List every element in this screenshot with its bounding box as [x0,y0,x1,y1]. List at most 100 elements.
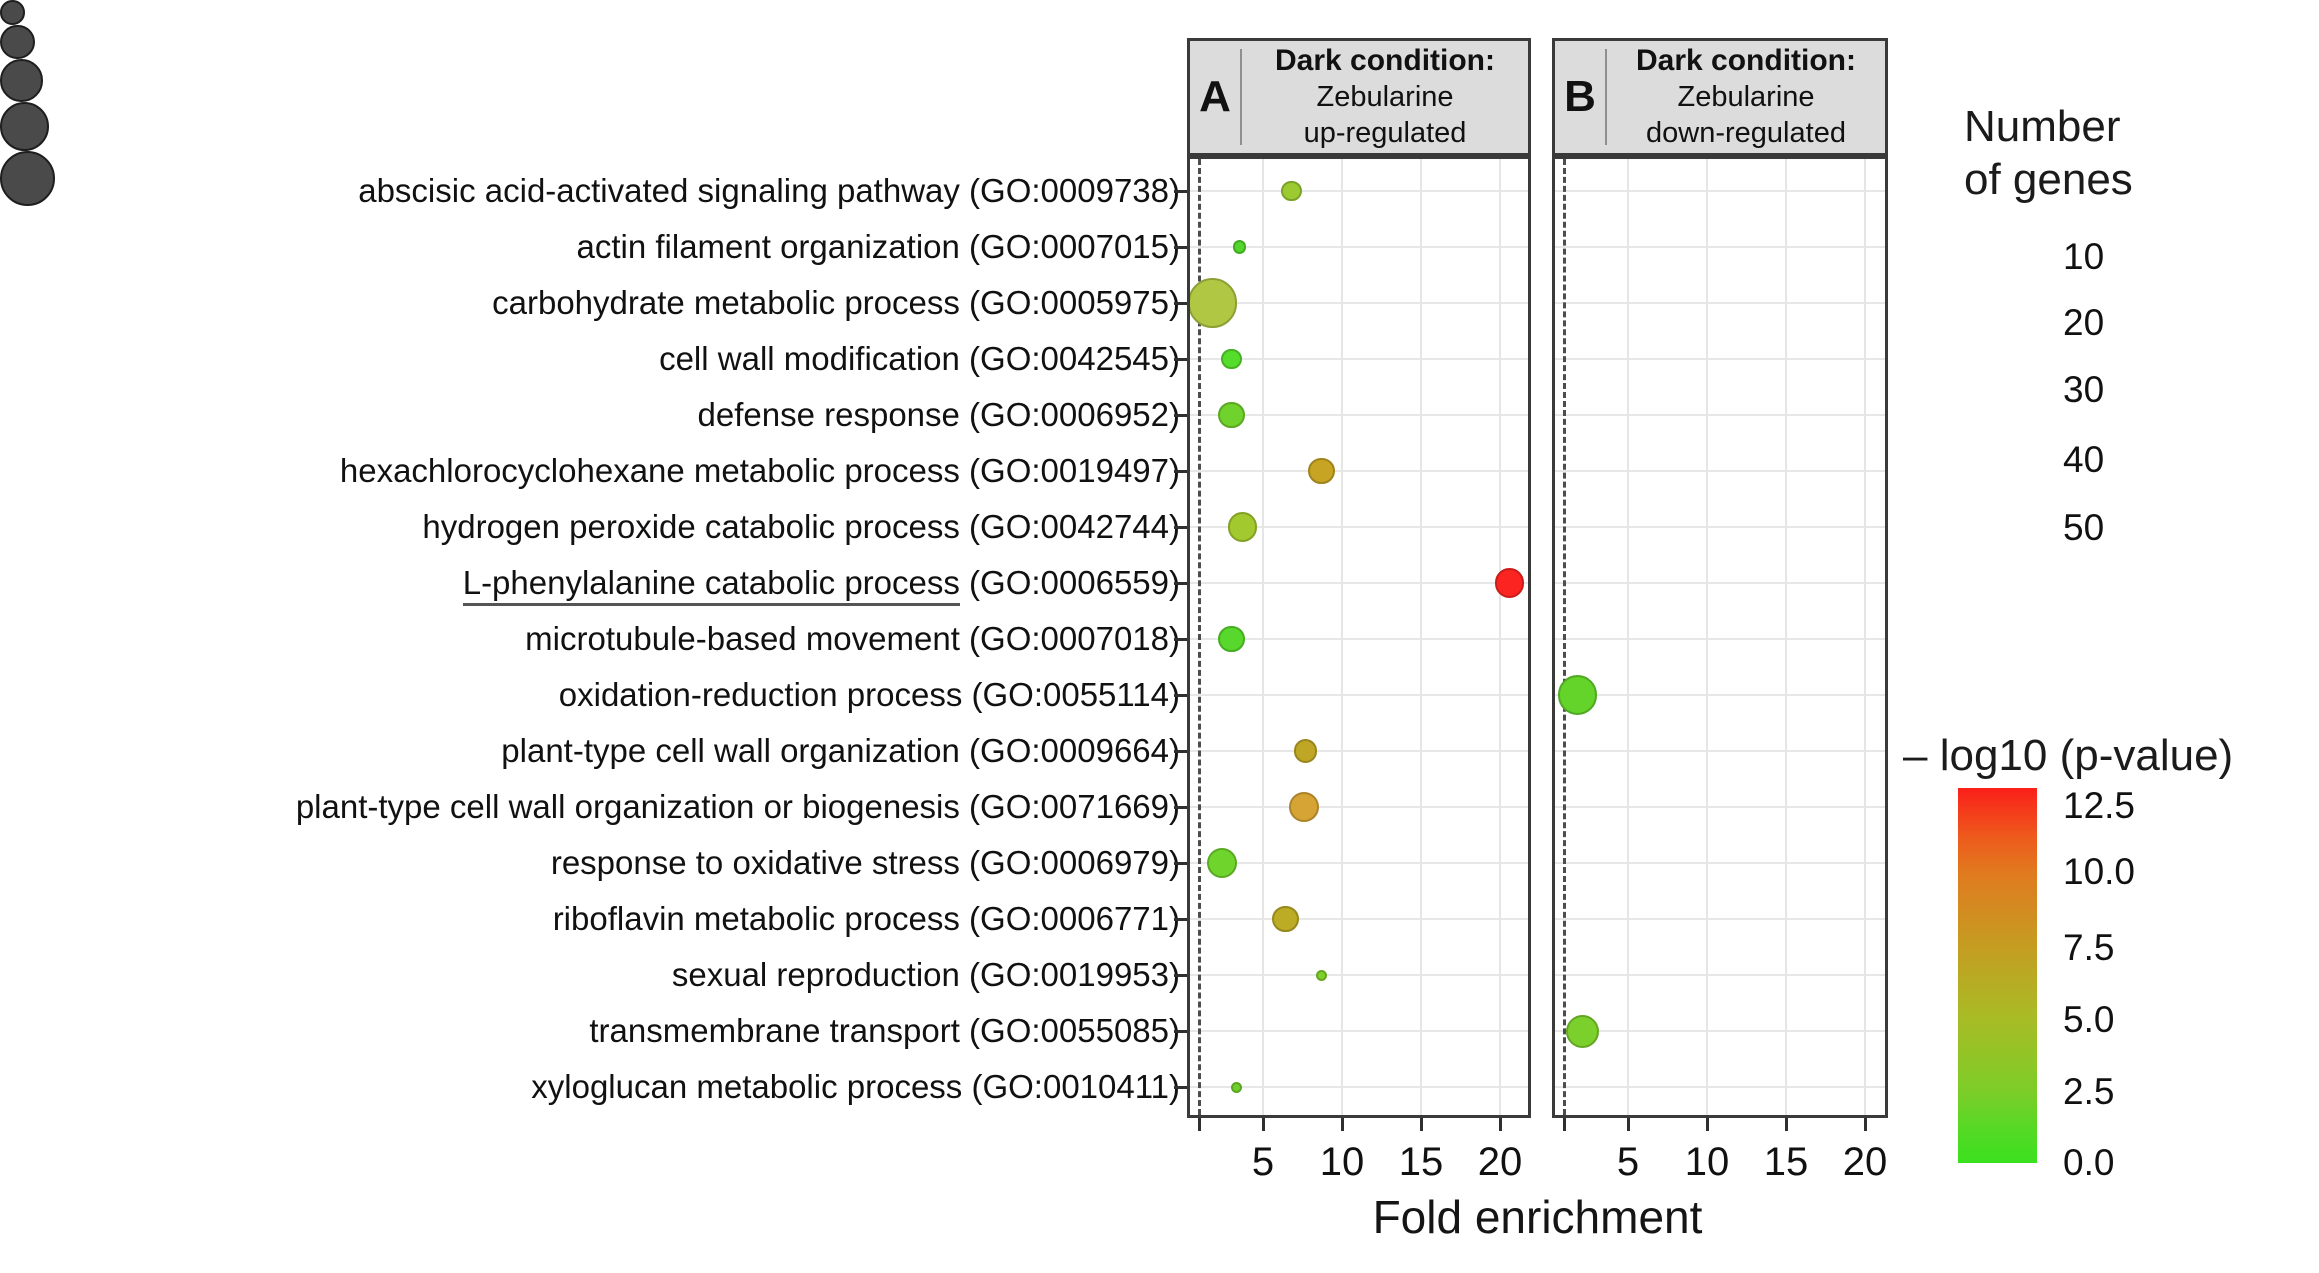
go-term-label: hexachlorocyclohexane metabolic process … [339,452,1180,489]
x-tick [1261,1118,1265,1131]
panel-title-line: up-regulated [1303,117,1467,149]
h-gridline [1190,358,1528,360]
size-legend-title-line2: of genes [1964,155,2133,204]
size-legend-label: 50 [2063,507,2105,548]
data-point [1289,791,1320,823]
colorbar-tick-label: 2.5 [2063,1071,2115,1112]
go-term-label: carbohydrate metabolic process (GO:00059… [492,284,1180,321]
colorbar-notch [0,206,16,211]
colorbar-notch [0,218,16,223]
v-gridline [1864,159,1866,1115]
go-term-label: cell wall modification (GO:0042545) [659,340,1180,377]
y-tick [1174,525,1187,529]
h-gridline [1190,638,1528,640]
h-gridline [1555,190,1885,192]
y-tick [1174,637,1187,641]
y-tick [1174,749,1187,753]
y-tick [1174,1085,1187,1089]
y-tick [1174,581,1187,585]
h-gridline [1555,414,1885,416]
panel-b-title: Dark condition: Zebularine down-regulated [1607,43,1885,151]
h-gridline [1190,806,1528,808]
x-tick-label: 5 [1251,1140,1275,1184]
colorbar-tick-label: 10.0 [2063,851,2136,892]
go-term-label: defense response (GO:0006952) [697,396,1180,433]
reference-line [1563,159,1567,1115]
colorbar-tick-label: 7.5 [2063,927,2115,968]
h-gridline [1555,470,1885,472]
data-point [1217,625,1245,653]
go-term-label: L-phenylalanine catabolic process (GO:00… [0,564,1180,606]
panel-b-letter: B [1564,72,1596,121]
panel-a-header: A Dark condition: Zebularine up-regulated [1187,38,1531,156]
go-id: (GO:0006559) [959,564,1180,601]
y-tick [1174,413,1187,417]
panel-title-line: Zebularine [1677,81,1815,113]
go-term-label: actin filament organization (GO:0007015) [576,228,1180,265]
y-tick [1174,861,1187,865]
y-tick [1174,245,1187,249]
data-point [1232,240,1247,254]
h-gridline [1190,246,1528,248]
underlined-term: L-phenylalanine catabolic process [462,564,960,606]
size-legend-dot [0,24,35,60]
data-point [1494,568,1525,598]
panel-title-line: Dark condition: [1274,44,1495,77]
size-legend-label: 10 [2063,236,2105,277]
data-point [1221,348,1242,370]
y-tick [1174,805,1187,809]
size-legend-dot [0,101,50,152]
panel-a-letter: A [1199,72,1231,121]
colorbar-notch [0,238,16,243]
colorbar-notch [0,210,16,215]
panel-header-divider [1605,49,1607,145]
h-gridline [1190,750,1528,752]
go-term-label: abscisic acid-activated signaling pathwa… [358,172,1180,209]
panel-b-header: B Dark condition: Zebularine down-regulate… [1552,38,1888,156]
y-tick [1174,301,1187,305]
x-tick-label: 15 [1763,1140,1809,1184]
data-point [1190,278,1238,328]
x-tick [1563,1118,1567,1131]
size-legend-dot [0,59,43,102]
data-point [1315,969,1327,981]
data-point [1281,180,1302,202]
color-legend-title: – log10 (p-value) [1903,731,2234,780]
h-gridline [1555,582,1885,584]
y-tick [1174,357,1187,361]
x-tick [1198,1118,1202,1131]
colorbar-tick-label: 5.0 [2063,999,2115,1040]
h-gridline [1190,694,1528,696]
x-tick [1419,1118,1423,1131]
data-point [1217,401,1245,429]
data-point [1227,512,1257,542]
x-tick-label: 10 [1319,1140,1365,1184]
size-legend-label: 30 [2063,369,2105,410]
h-gridline [1190,582,1528,584]
x-axis-title: Fold enrichment [1372,1191,1703,1243]
y-tick [1174,189,1187,193]
colorbar-notch [0,214,16,219]
plot-area-b [1552,156,1888,1118]
h-gridline [1190,974,1528,976]
data-point [1230,1081,1242,1093]
panel-header-divider [1240,49,1242,145]
h-gridline [1555,862,1885,864]
y-tick [1174,917,1187,921]
h-gridline [1190,414,1528,416]
go-term-label: xyloglucan metabolic process (GO:0010411… [531,1068,1180,1105]
data-point [1557,675,1598,715]
h-gridline [1555,246,1885,248]
size-legend-dot [0,151,55,207]
go-term-label: plant-type cell wall organization (GO:00… [501,732,1180,769]
v-gridline [1706,159,1708,1115]
x-tick [1784,1118,1788,1131]
data-point [1206,847,1237,879]
x-tick [1340,1118,1344,1131]
colorbar-notch [0,226,16,231]
go-term-label: transmembrane transport (GO:0055085) [589,1012,1180,1049]
h-gridline [1190,1086,1528,1088]
size-legend-label: 40 [2063,439,2105,480]
colorbar [1958,788,2037,1163]
panel-a-title: Dark condition: Zebularine up-regulated [1242,43,1528,151]
